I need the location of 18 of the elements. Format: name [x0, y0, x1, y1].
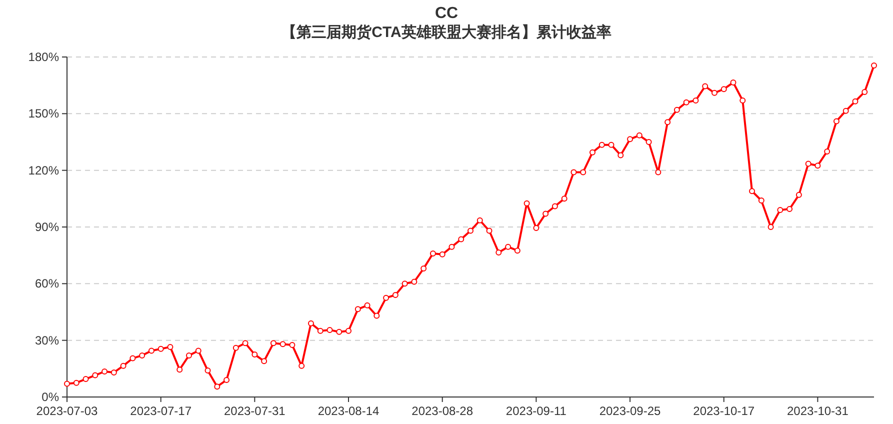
x-tick-label: 2023-10-31 — [787, 404, 849, 418]
y-tick-label: 90% — [34, 220, 60, 234]
y-tick-label: 0% — [42, 390, 60, 404]
x-tick-label: 2023-07-31 — [224, 404, 286, 418]
x-tick-label: 2023-10-17 — [693, 404, 755, 418]
chart-subtitle: 【第三届期货CTA英雄联盟大赛排名】累计收益率 — [282, 23, 612, 41]
y-tick-label: 180% — [28, 50, 60, 64]
x-tick-label: 2023-09-11 — [506, 404, 567, 418]
chart-title: CC — [434, 5, 458, 22]
x-tick-label: 2023-07-17 — [130, 404, 192, 418]
x-tick-label: 2023-09-25 — [599, 404, 662, 418]
x-tick-label: 2023-08-28 — [412, 404, 474, 418]
y-tick-label: 120% — [28, 163, 60, 178]
y-tick-label: 150% — [28, 106, 60, 121]
y-tick-label: 60% — [34, 276, 60, 291]
x-tick-label: 2023-07-03 — [36, 404, 98, 418]
y-tick-label: 30% — [34, 333, 60, 348]
x-tick-label: 2023-08-14 — [318, 404, 380, 418]
